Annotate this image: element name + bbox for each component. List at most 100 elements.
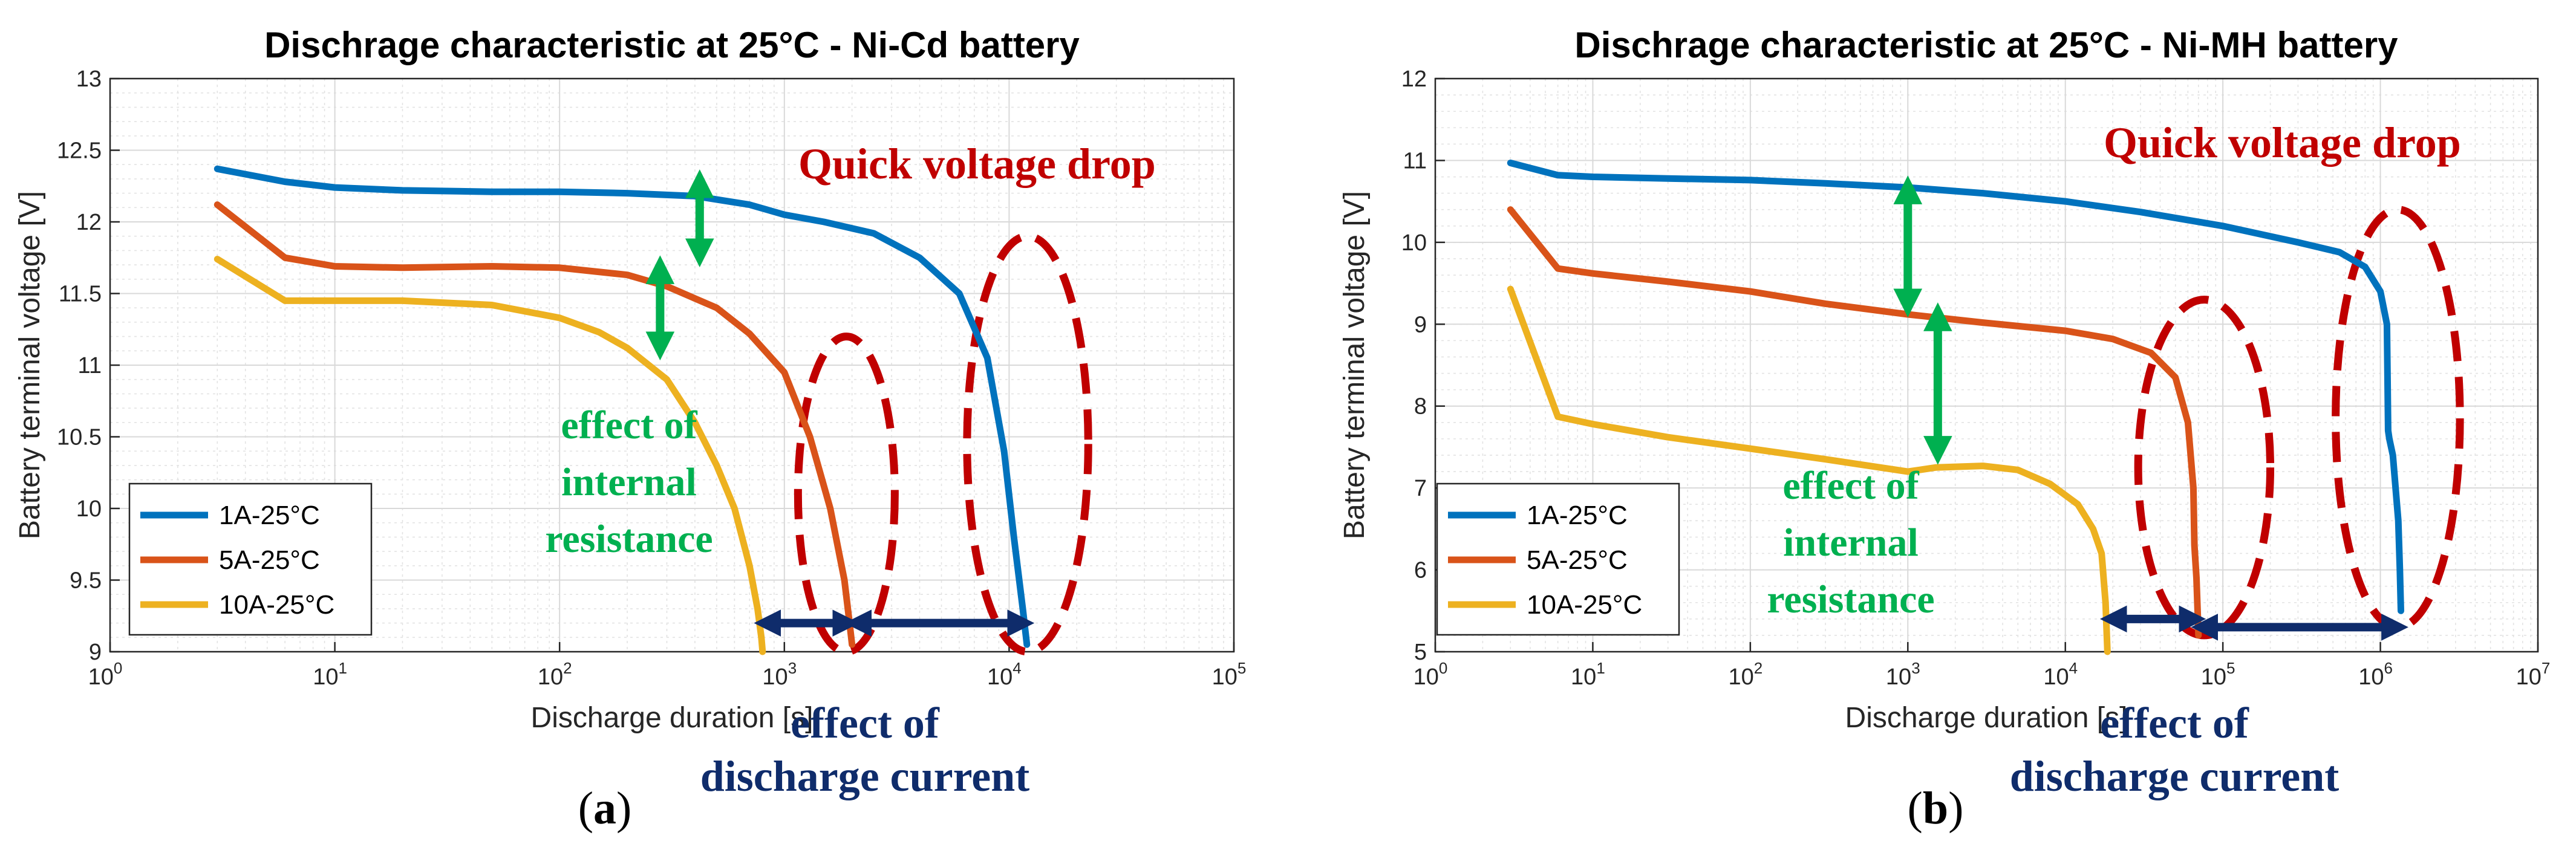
panel-label: (b) <box>1908 783 1964 834</box>
internal-resistance-label: internal <box>561 460 697 504</box>
y-tick-label: 9.5 <box>70 568 102 594</box>
quick-drop-label: Quick voltage drop <box>798 140 1156 188</box>
legend: 1A-25°C 5A-25°C 10A-25°C <box>128 482 373 636</box>
x-tick-label: 100 <box>1414 659 1448 690</box>
x-tick-label: 101 <box>313 659 347 690</box>
legend-entry: 5A-25°C <box>219 545 320 575</box>
panel-label-part: a <box>593 783 616 834</box>
y-tick-label: 8 <box>1414 394 1427 420</box>
x-tick-base: 10 <box>88 664 114 690</box>
panel-label-part: ( <box>578 783 593 834</box>
internal-resistance-label: effect of <box>561 403 697 447</box>
x-tick-exponent: 7 <box>2542 659 2550 677</box>
x-tick-base: 10 <box>987 664 1012 690</box>
x-tick-base: 10 <box>1886 664 1911 690</box>
x-tick-exponent: 3 <box>788 659 797 677</box>
x-tick-label: 102 <box>1728 659 1762 690</box>
x-tick-label: 105 <box>1212 659 1247 690</box>
internal-resistance-label: resistance <box>1767 577 1934 621</box>
series-line-5a <box>214 201 856 648</box>
x-tick-exponent: 3 <box>1911 659 1920 677</box>
x-tick-base: 10 <box>1414 664 1439 690</box>
legend: 1A-25°C 5A-25°C 10A-25°C <box>1436 482 1680 636</box>
quick-drop-ellipse <box>963 232 1092 656</box>
y-tick-label: 10 <box>76 496 102 522</box>
x-tick-base: 10 <box>2043 664 2069 690</box>
x-axis-label: Discharge duration [s] <box>531 702 814 734</box>
discharge-current-label: discharge current <box>2010 752 2340 800</box>
x-tick-base: 10 <box>2201 664 2226 690</box>
y-tick-label: 12.5 <box>57 138 102 164</box>
y-axis-label: Battery terminal voltage [V] <box>1339 191 1371 539</box>
y-axis-label: Battery terminal voltage [V] <box>14 191 46 539</box>
panel-label-part: ) <box>616 783 631 834</box>
chart-title: Dischrage characteristic at 25°C - Ni-Cd… <box>264 25 1080 65</box>
x-tick-exponent: 0 <box>1439 659 1447 677</box>
y-tick-label: 10 <box>1401 230 1427 256</box>
y-tick-label: 11.5 <box>59 282 102 307</box>
x-tick-base: 10 <box>2516 664 2542 690</box>
legend-box <box>1436 482 1680 636</box>
series-line-10a <box>1507 285 2111 655</box>
quick-drop-ellipse <box>2332 206 2464 631</box>
chart-panel-b: 100 101 102 103 104 105 106 10756789101112Disch… <box>1339 25 2550 834</box>
internal-resistance-label: internal <box>1783 521 1919 565</box>
axes-box <box>1434 77 2539 653</box>
y-tick-label: 7 <box>1414 476 1427 501</box>
x-tick-label: 104 <box>987 659 1022 690</box>
x-tick-label: 103 <box>762 659 797 690</box>
series-line-1a <box>214 165 1031 648</box>
legend-entry: 10A-25°C <box>219 590 334 620</box>
x-tick-label: 105 <box>2201 659 2235 690</box>
x-tick-exponent: 6 <box>2384 659 2392 677</box>
panel-label: (a) <box>578 783 632 834</box>
discharge-current-label: effect of <box>2100 699 2249 747</box>
legend-entry: 1A-25°C <box>219 501 320 530</box>
x-tick-base: 10 <box>313 664 338 690</box>
legend-entry: 1A-25°C <box>1527 501 1628 530</box>
x-tick-exponent: 0 <box>114 659 122 677</box>
x-tick-label: 103 <box>1886 659 1920 690</box>
legend-entry: 5A-25°C <box>1527 545 1628 575</box>
x-tick-exponent: 4 <box>2069 659 2078 677</box>
y-tick-label: 5 <box>1414 640 1427 665</box>
series-line-1a <box>1507 160 2404 614</box>
y-tick-label: 12 <box>76 210 102 235</box>
y-tick-label: 9 <box>89 640 102 665</box>
panel-label-part: ) <box>1948 783 1963 834</box>
y-tick-label: 12 <box>1401 67 1427 92</box>
x-tick-exponent: 1 <box>1596 659 1605 677</box>
x-tick-label: 106 <box>2358 659 2393 690</box>
series-line-10a <box>214 256 766 655</box>
discharge-current-label: effect of <box>791 699 940 747</box>
panel-label-part: b <box>1923 783 1948 834</box>
chart-title: Dischrage characteristic at 25°C - Ni-MH… <box>1574 25 2398 65</box>
x-tick-base: 10 <box>2358 664 2384 690</box>
x-tick-exponent: 2 <box>563 659 572 677</box>
x-tick-label: 100 <box>88 659 123 690</box>
internal-resistance-label: effect of <box>1782 464 1919 508</box>
x-tick-label: 104 <box>2043 659 2078 690</box>
y-tick-label: 10.5 <box>57 425 102 450</box>
series-line-5a <box>1507 206 2202 639</box>
y-tick-label: 9 <box>1414 312 1427 337</box>
x-tick-label: 102 <box>538 659 572 690</box>
y-tick-label: 11 <box>78 353 102 378</box>
y-tick-label: 11 <box>1403 148 1427 174</box>
discharge-current-label: discharge current <box>700 752 1030 800</box>
y-tick-label: 13 <box>76 67 102 92</box>
quick-drop-label: Quick voltage drop <box>2104 118 2461 167</box>
x-tick-exponent: 1 <box>339 659 347 677</box>
internal-resistance-label: resistance <box>545 517 712 561</box>
x-tick-base: 10 <box>1212 664 1237 690</box>
x-tick-label: 107 <box>2516 659 2551 690</box>
x-tick-exponent: 5 <box>2226 659 2235 677</box>
y-tick-label: 6 <box>1414 558 1427 583</box>
panel-label-part: ( <box>1908 783 1923 834</box>
x-tick-base: 10 <box>762 664 787 690</box>
x-tick-exponent: 4 <box>1012 659 1021 677</box>
legend-entry: 10A-25°C <box>1527 590 1642 620</box>
x-tick-base: 10 <box>1728 664 1753 690</box>
x-tick-base: 10 <box>538 664 563 690</box>
